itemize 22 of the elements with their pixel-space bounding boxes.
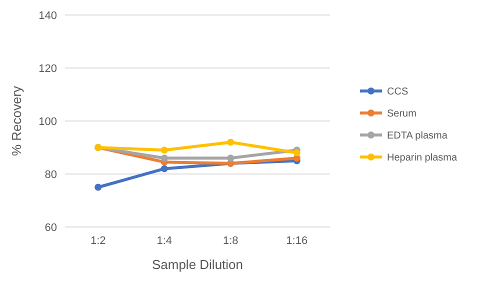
y-tick-label: 60 [44, 222, 57, 234]
x-tick-label: 1:4 [156, 235, 172, 247]
x-tick-label: 1:16 [286, 235, 308, 247]
y-tick-label: 100 [38, 116, 57, 128]
point [94, 184, 102, 191]
y-axis-title: % Recovery [9, 85, 24, 156]
y-tick-label: 140 [38, 10, 57, 22]
y-tick-label: 80 [44, 168, 57, 181]
x-tick-label: 1:2 [90, 235, 106, 247]
point [160, 146, 168, 154]
y-tick-label: 120 [38, 62, 57, 75]
x-axis-title: Sample Dilution [152, 257, 244, 272]
point [160, 165, 168, 172]
x-tick-label: 1:8 [222, 235, 238, 247]
point [160, 154, 168, 162]
point [227, 138, 234, 146]
legend-label: Heparin plasma [387, 152, 458, 164]
point [227, 154, 234, 162]
legend-label: EDTA plasma [387, 130, 448, 142]
point [293, 149, 300, 156]
legend-label: Serum [387, 108, 416, 120]
legend-label: CCS [387, 86, 408, 98]
